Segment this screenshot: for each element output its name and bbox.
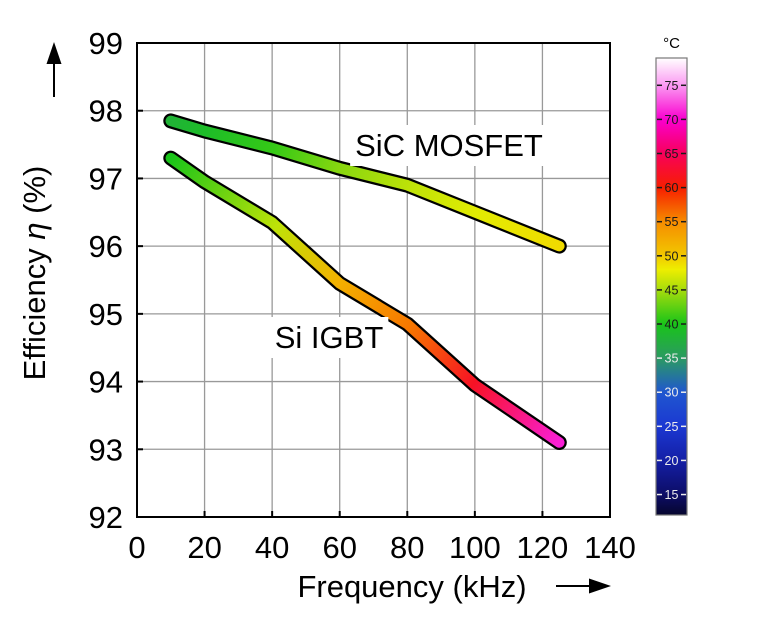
colorbar-tick-label-15: 15 [665,488,679,502]
curve-label-bg-sic-mosfet [350,125,548,166]
y-axis-arrow-head [46,42,62,64]
tick-label-y-98: 98 [89,94,123,129]
plot-border [136,42,611,518]
colorbar-tick-label-20: 20 [665,454,679,468]
tick-label-y-95: 95 [89,297,123,332]
x-axis-arrow-head [589,578,611,594]
x-axis-label: Frequency (kHz) [297,569,526,604]
colorbar-tick-label-30: 30 [665,386,679,400]
colorbar-tick-label-70: 70 [665,113,679,127]
colorbar-tick-label-75: 75 [665,79,679,93]
colorbar-tick-label-65: 65 [665,147,679,161]
colorbar-tick-label-55: 55 [665,215,679,229]
colorbar-tick-label-25: 25 [665,420,679,434]
curve-label-sic-mosfet: SiC MOSFET [355,128,543,163]
colorbar-tick-label-35: 35 [665,352,679,366]
colorbar-tick-label-45: 45 [665,283,679,297]
tick-label-y-97: 97 [89,161,123,196]
curve-label-bg-si-igbt [269,317,389,358]
tick-label-y-94: 94 [89,365,123,400]
colorbar-tick-label-40: 40 [665,318,679,332]
tick-label-x-140: 140 [584,530,636,565]
curve-sic-mosfet [165,115,565,252]
tick-label-x-20: 20 [187,530,221,565]
tick-label-x-0: 0 [128,530,145,565]
tick-label-y-96: 96 [89,229,123,264]
colorbar-tick-label-60: 60 [665,181,679,195]
curve-label-si-igbt: Si IGBT [275,320,384,355]
tick-label-y-99: 99 [89,26,123,61]
colorbar-title: °C [663,35,680,52]
tick-label-x-40: 40 [255,530,289,565]
colorbar-tick-label-50: 50 [665,249,679,263]
colorbar [655,57,688,516]
tick-label-y-93: 93 [89,432,123,467]
y-axis-label: Efficiency η (%) [17,166,52,381]
tick-label-y-92: 92 [89,500,123,535]
tick-label-x-80: 80 [390,530,424,565]
tick-label-x-100: 100 [449,530,501,565]
curve-si-igbt [165,152,565,448]
tick-label-x-120: 120 [517,530,569,565]
tick-label-x-60: 60 [322,530,356,565]
